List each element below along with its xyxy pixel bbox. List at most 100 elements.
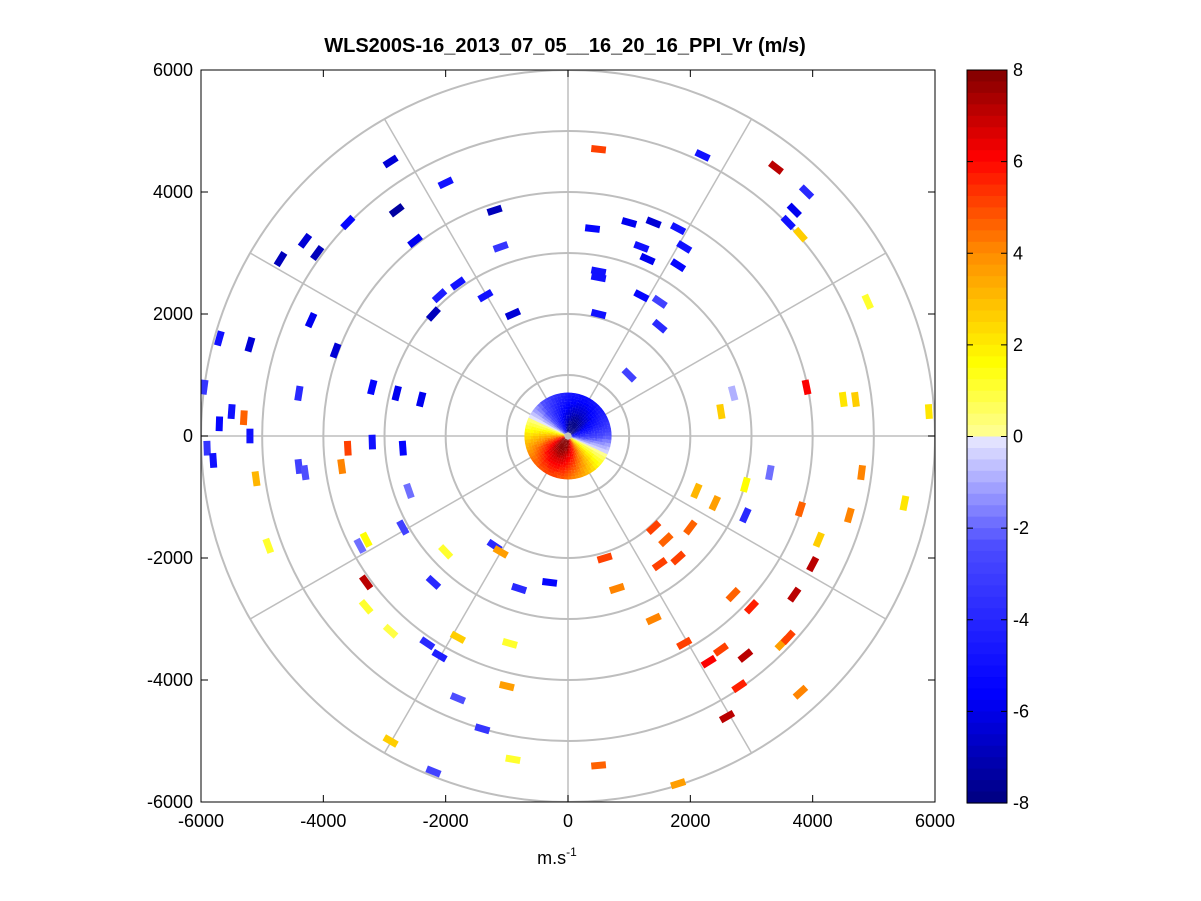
core-cell [536, 425, 541, 429]
core-cell [565, 423, 568, 427]
core-cell [581, 450, 585, 455]
core-cell [564, 473, 569, 477]
colorbar-cell [967, 161, 1007, 174]
core-cell [578, 442, 582, 445]
core-cell [606, 421, 611, 426]
core-cell [584, 468, 589, 473]
core-cell [565, 456, 569, 460]
velocity-point [924, 404, 933, 420]
core-cell [566, 415, 568, 419]
colorbar-ticks: 8 6 4 2 0 -2 -4 -6 -8 [967, 60, 1029, 813]
core-cell [591, 466, 597, 472]
colorbar-cell [967, 596, 1007, 609]
core-cell [571, 421, 574, 425]
core-cell [559, 430, 563, 433]
core-cell [565, 465, 569, 469]
core-cell [556, 466, 560, 470]
core-cell [600, 422, 605, 427]
core-cell [557, 472, 562, 476]
core-cell [588, 469, 594, 474]
core-cell [541, 431, 545, 435]
y-tick-label: 2000 [153, 304, 193, 324]
core-cell [563, 424, 566, 428]
core-cell [557, 413, 561, 418]
core-cell [555, 433, 559, 436]
core-cell [568, 439, 570, 443]
x-tick-label: 2000 [670, 811, 710, 831]
core-cell [578, 462, 582, 467]
core-cell [561, 428, 564, 432]
core-cell [553, 438, 557, 440]
colorbar-cell [967, 264, 1007, 277]
core-cell [570, 441, 573, 445]
core-cell [586, 411, 591, 416]
core-cell [577, 426, 581, 429]
core-cell [560, 461, 564, 465]
core-cell [560, 429, 563, 433]
velocity-point [449, 276, 466, 291]
core-cell [561, 467, 566, 471]
core-cell [576, 447, 580, 451]
core-cell [560, 422, 563, 426]
core-cell [533, 429, 537, 434]
core-cell [580, 421, 584, 425]
velocity-point [227, 404, 236, 420]
core-cell [568, 429, 569, 433]
core-cell [556, 418, 560, 422]
core-cell [547, 446, 552, 450]
core-cell [571, 436, 575, 438]
core-cell [577, 396, 582, 401]
core-cell [601, 410, 606, 416]
core-cell [564, 450, 567, 454]
core-cell [574, 445, 577, 450]
core-cell [557, 428, 561, 431]
core-cell [559, 442, 562, 446]
core-cell [581, 427, 585, 430]
core-cell [555, 432, 559, 435]
velocity-point [792, 226, 808, 243]
core-cell [574, 452, 577, 456]
velocity-point [731, 679, 748, 694]
core-cell [541, 438, 545, 441]
core-cell [527, 428, 531, 433]
core-cell [562, 441, 565, 445]
core-cell [544, 445, 548, 450]
core-cell [566, 439, 568, 443]
core-cell [575, 420, 579, 424]
core-cell [561, 398, 565, 402]
core-cell [533, 441, 538, 446]
velocity-point [670, 258, 687, 273]
core-cell [553, 444, 557, 448]
velocity-point [416, 391, 427, 408]
core-cell [574, 437, 578, 440]
velocity-point [215, 416, 224, 432]
core-cell [557, 428, 561, 432]
core-cell [594, 438, 598, 442]
core-cell [558, 437, 562, 440]
core-cell [530, 429, 534, 434]
core-cell [574, 469, 578, 474]
core-cell [554, 399, 559, 404]
core-cell [541, 440, 546, 443]
core-cell [569, 445, 572, 449]
core-cell [560, 407, 564, 411]
core-cell [577, 433, 581, 436]
core-cell [571, 437, 574, 440]
core-cell [570, 418, 573, 422]
velocity-point [407, 233, 424, 249]
core-cell [605, 439, 609, 444]
core-cell [561, 401, 566, 405]
core-cell [537, 464, 542, 470]
core-cell [568, 470, 572, 474]
spoke-5 [383, 118, 569, 437]
core-cell [572, 440, 575, 444]
core-cell [553, 474, 558, 478]
core-cell [574, 426, 577, 430]
core-cell [566, 442, 568, 446]
core-cell [593, 428, 597, 432]
colorbar-cell [967, 402, 1007, 415]
core-cell [572, 425, 576, 429]
core-cell [536, 427, 540, 432]
core-cell [564, 430, 567, 433]
core-cell [535, 430, 540, 434]
